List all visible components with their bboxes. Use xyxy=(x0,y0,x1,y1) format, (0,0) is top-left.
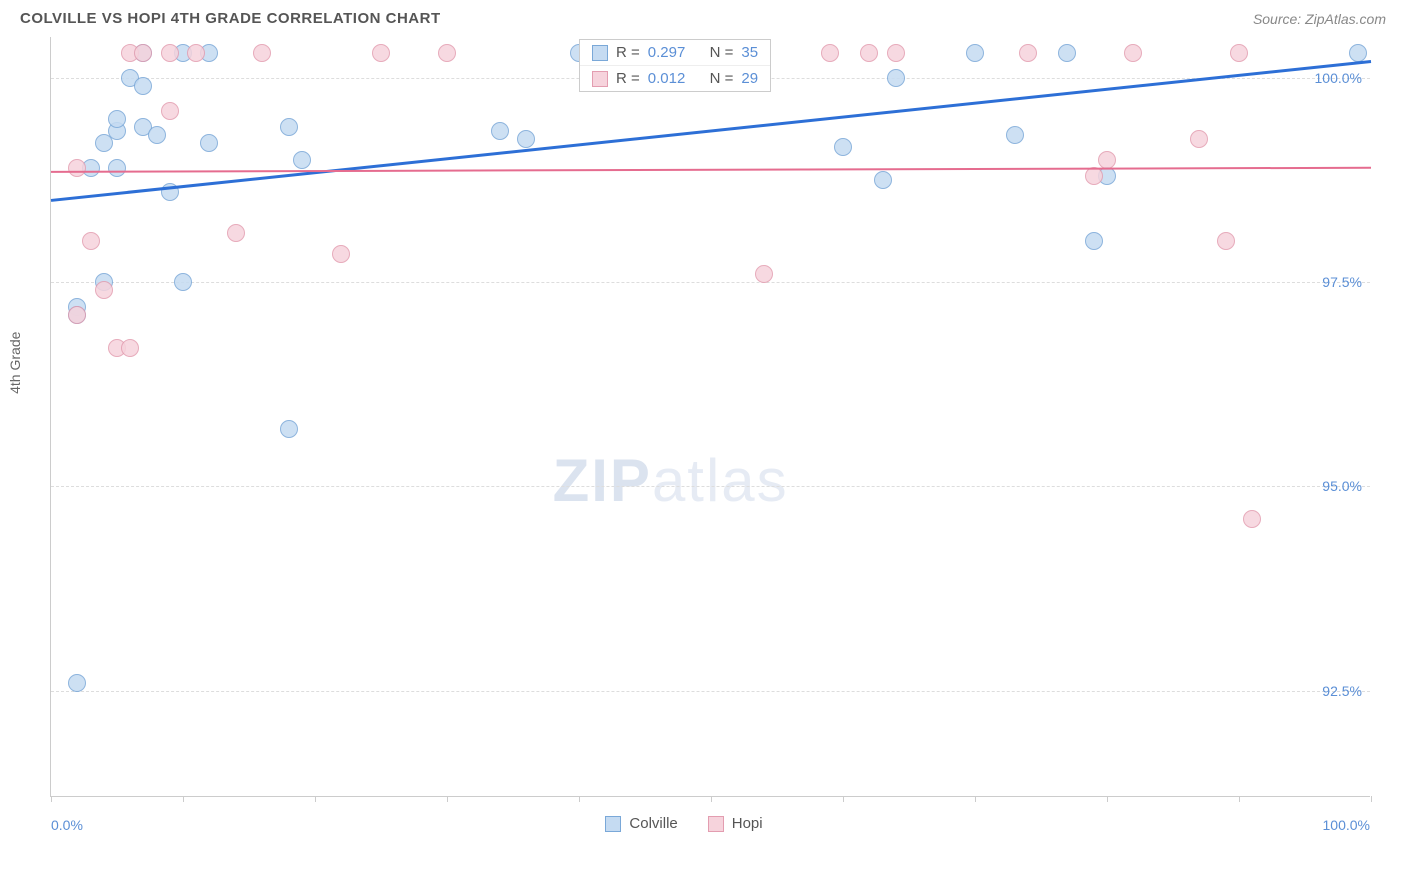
legend-n-label: N = xyxy=(710,44,734,61)
x-tick xyxy=(579,796,580,802)
scatter-point-colville xyxy=(280,420,298,438)
y-tick-label: 97.5% xyxy=(1322,274,1362,290)
scatter-point-colville xyxy=(108,159,126,177)
scatter-point-hopi xyxy=(1124,44,1142,62)
gridline xyxy=(51,691,1370,692)
scatter-point-hopi xyxy=(82,232,100,250)
scatter-point-colville xyxy=(887,69,905,87)
scatter-point-hopi xyxy=(161,44,179,62)
trend-line-hopi xyxy=(51,168,1371,172)
scatter-point-colville xyxy=(68,674,86,692)
legend-n-value: 29 xyxy=(741,70,758,87)
x-tick xyxy=(447,796,448,802)
x-tick xyxy=(183,796,184,802)
x-tick xyxy=(51,796,52,802)
correlation-legend: R = 0.297 N = 35 R = 0.012 N = 29 xyxy=(579,39,771,92)
scatter-point-colville xyxy=(280,118,298,136)
scatter-point-hopi xyxy=(227,224,245,242)
scatter-point-colville xyxy=(874,171,892,189)
scatter-point-hopi xyxy=(821,44,839,62)
x-tick xyxy=(315,796,316,802)
legend-r-label: R = xyxy=(616,44,640,61)
x-tick xyxy=(1239,796,1240,802)
scatter-point-hopi xyxy=(95,281,113,299)
plot-area: ZIPatlas 92.5% 95.0% 97.5% 100.0% R = 0.297 N… xyxy=(50,37,1370,797)
series-legend: Colville Hopi xyxy=(605,815,762,832)
series-label: Hopi xyxy=(732,815,763,832)
scatter-point-hopi xyxy=(332,245,350,263)
legend-row: R = 0.012 N = 29 xyxy=(580,65,770,91)
watermark: ZIPatlas xyxy=(553,446,789,515)
scatter-point-hopi xyxy=(438,44,456,62)
scatter-point-hopi xyxy=(187,44,205,62)
chart-header: COLVILLE VS HOPI 4TH GRADE CORRELATION C… xyxy=(0,0,1406,32)
scatter-point-hopi xyxy=(68,306,86,324)
scatter-point-hopi xyxy=(887,44,905,62)
x-axis-max-label: 100.0% xyxy=(1323,817,1370,833)
legend-r-value: 0.012 xyxy=(648,70,686,87)
gridline xyxy=(51,282,1370,283)
series-swatch-hopi xyxy=(708,816,724,832)
scatter-point-hopi xyxy=(1243,510,1261,528)
scatter-point-hopi xyxy=(1098,151,1116,169)
legend-swatch-hopi xyxy=(592,71,608,87)
legend-row: R = 0.297 N = 35 xyxy=(580,40,770,65)
scatter-point-hopi xyxy=(1190,130,1208,148)
series-swatch-colville xyxy=(605,816,621,832)
watermark-bold: ZIP xyxy=(553,447,652,514)
chart-container: 4th Grade ZIPatlas 92.5%95.0%97.5%100.0%… xyxy=(50,37,1386,797)
x-axis-min-label: 0.0% xyxy=(51,817,83,833)
scatter-point-colville xyxy=(108,110,126,128)
y-tick-label: 92.5% xyxy=(1322,683,1362,699)
scatter-point-hopi xyxy=(755,265,773,283)
gridline xyxy=(51,486,1370,487)
scatter-point-colville xyxy=(148,126,166,144)
scatter-point-colville xyxy=(517,130,535,148)
y-tick-label: 95.0% xyxy=(1322,478,1362,494)
scatter-point-hopi xyxy=(68,159,86,177)
scatter-point-hopi xyxy=(1217,232,1235,250)
scatter-point-colville xyxy=(491,122,509,140)
y-tick-label: 100.0% xyxy=(1315,70,1362,86)
scatter-point-colville xyxy=(200,134,218,152)
scatter-point-hopi xyxy=(860,44,878,62)
source-label: Source: ZipAtlas.com xyxy=(1253,11,1386,27)
x-tick xyxy=(975,796,976,802)
scatter-point-hopi xyxy=(1019,44,1037,62)
scatter-point-colville xyxy=(1058,44,1076,62)
series-label: Colville xyxy=(629,815,677,832)
legend-n-label: N = xyxy=(710,70,734,87)
scatter-point-colville xyxy=(1006,126,1024,144)
y-axis-label: 4th Grade xyxy=(7,332,23,394)
x-tick xyxy=(711,796,712,802)
scatter-point-colville xyxy=(161,183,179,201)
legend-swatch-colville xyxy=(592,45,608,61)
scatter-point-colville xyxy=(834,138,852,156)
legend-r-label: R = xyxy=(616,70,640,87)
scatter-point-colville xyxy=(134,77,152,95)
series-legend-item: Colville xyxy=(605,815,677,832)
scatter-point-colville xyxy=(1349,44,1367,62)
legend-n-value: 35 xyxy=(741,44,758,61)
scatter-point-hopi xyxy=(161,102,179,120)
scatter-point-hopi xyxy=(372,44,390,62)
watermark-light: atlas xyxy=(652,447,789,514)
x-tick xyxy=(1371,796,1372,802)
series-legend-item: Hopi xyxy=(708,815,763,832)
trend-lines xyxy=(51,37,1371,797)
scatter-point-colville xyxy=(966,44,984,62)
scatter-point-hopi xyxy=(1085,167,1103,185)
chart-title: COLVILLE VS HOPI 4TH GRADE CORRELATION C… xyxy=(20,10,441,27)
scatter-point-colville xyxy=(174,273,192,291)
x-tick xyxy=(1107,796,1108,802)
legend-r-value: 0.297 xyxy=(648,44,686,61)
scatter-point-hopi xyxy=(1230,44,1248,62)
scatter-point-hopi xyxy=(253,44,271,62)
scatter-point-hopi xyxy=(134,44,152,62)
x-tick xyxy=(843,796,844,802)
scatter-point-hopi xyxy=(121,339,139,357)
scatter-point-colville xyxy=(293,151,311,169)
scatter-point-colville xyxy=(1085,232,1103,250)
